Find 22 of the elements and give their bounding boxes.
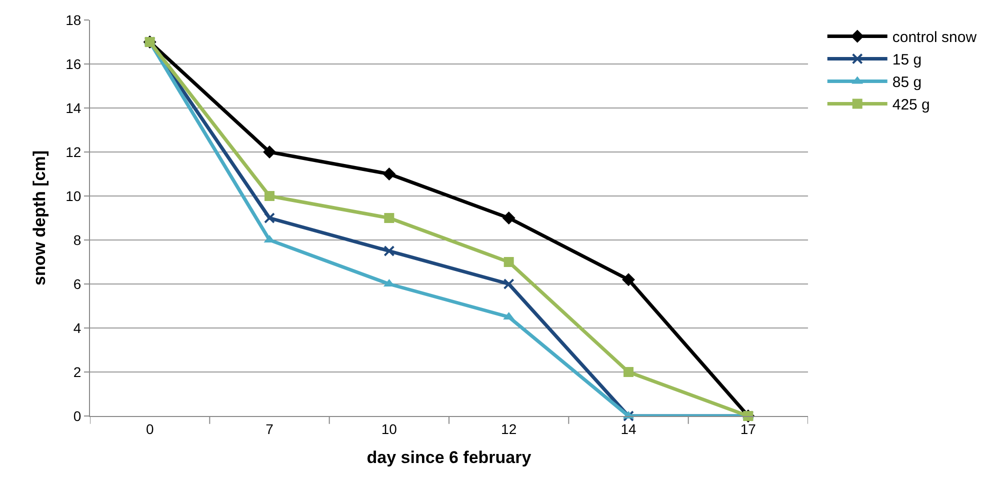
y-tick-label: 8 xyxy=(73,232,82,248)
y-tick-label: 12 xyxy=(66,144,82,160)
legend-label: 425 g xyxy=(892,96,930,114)
legend-label: 85 g xyxy=(892,74,922,92)
y-tick-label: 10 xyxy=(66,188,82,204)
x-tick-label: 17 xyxy=(740,420,756,437)
y-tick-label: 16 xyxy=(66,56,82,72)
y-tick-label: 18 xyxy=(66,12,82,28)
x-tick-label: 0 xyxy=(146,420,154,437)
x-axis-title: day since 6 february xyxy=(366,448,532,468)
legend-label: 15 g xyxy=(892,52,922,69)
x-tick-label: 14 xyxy=(620,420,636,437)
y-axis-title: snow depth [cm] xyxy=(30,150,50,286)
y-tick-label: 0 xyxy=(73,408,82,424)
y-tick-label: 2 xyxy=(73,364,82,380)
y-tick-label: 6 xyxy=(73,276,82,292)
y-tick-label: 14 xyxy=(66,100,82,116)
x-tick-label: 10 xyxy=(381,420,398,437)
legend-label: control snow xyxy=(892,29,977,46)
x-tick-label: 7 xyxy=(266,420,274,437)
x-tick-label: 12 xyxy=(501,420,517,437)
y-tick-label: 4 xyxy=(73,320,82,336)
